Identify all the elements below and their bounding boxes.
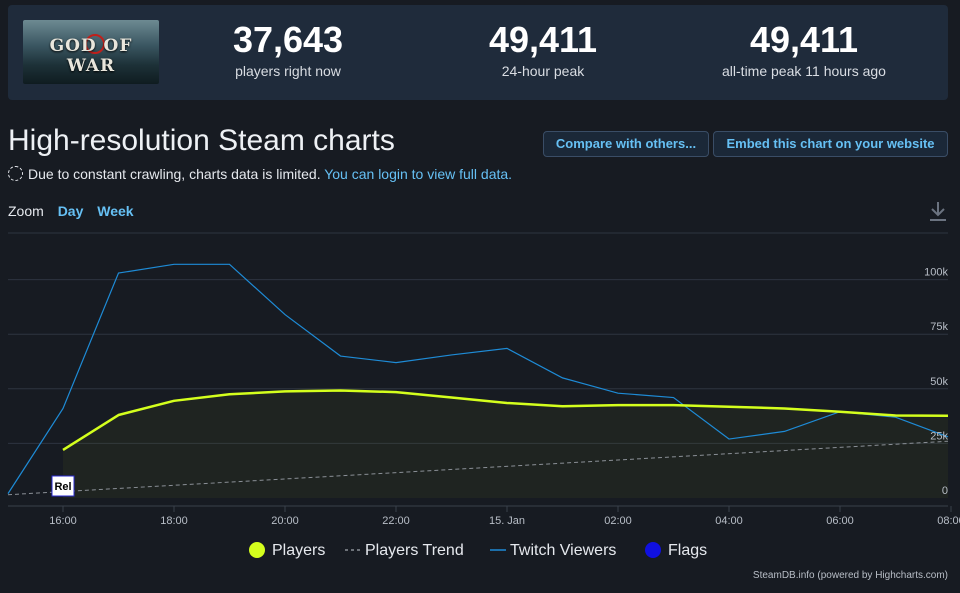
grid: [8, 232, 948, 444]
players-line: [62, 389, 949, 452]
embed-chart-button[interactable]: Embed this chart on your website: [713, 131, 948, 157]
stat-players-now: 37,643 players right now: [178, 19, 398, 79]
stat-label: all-time peak 11 hours ago: [722, 63, 886, 79]
legend-symbol-icon: [249, 542, 265, 558]
y-tick-label: 50k: [930, 376, 948, 388]
legend-symbol-icon: [645, 542, 661, 558]
logo-omega-ring: [85, 34, 105, 54]
x-tick-label: 08:00: [937, 515, 960, 527]
stat-label: 24-hour peak: [501, 63, 585, 79]
y-tick-label: 75k: [930, 321, 948, 333]
stat-label: players right now: [235, 63, 341, 79]
x-tick-label: 15. Jan: [489, 515, 525, 527]
chart-credits[interactable]: SteamDB.info (powered by Highcharts.com): [752, 570, 948, 581]
x-tick-label: 04:00: [715, 515, 743, 527]
player-count-chart: Rel 0 25k 50k 75k 100k 16:00 18:00 20:00 22:00 15…: [7, 232, 960, 559]
notice-text: Due to constant crawling, charts data is…: [28, 166, 321, 182]
stat-24h-peak: 49,411 24-hour peak: [433, 19, 653, 79]
players-area-fill: [63, 390, 948, 498]
game-logo-text: GOD OF WAR: [49, 36, 133, 76]
zoom-day-button[interactable]: Day: [57, 203, 84, 219]
players-trend-line: [7, 440, 949, 496]
x-tick-label: 16:00: [49, 515, 77, 527]
download-icon[interactable]: [928, 200, 948, 222]
stat-value: 49,411: [749, 19, 859, 60]
axes: 0 25k 50k 75k 100k 16:00 18:00 20:00 22:00 15. Ja…: [8, 267, 960, 527]
zoom-controls: Zoom Day Week: [8, 203, 134, 219]
flag-marker: [51, 475, 75, 497]
loading-spinner-icon: [8, 166, 23, 181]
legend-item-label[interactable]: Players Trend: [365, 542, 464, 559]
flag-label: Rel: [54, 481, 71, 493]
zoom-label: Zoom: [8, 203, 44, 219]
legend: Players Players Trend Twitch Viewers Flags: [249, 542, 707, 559]
y-tick-label: 0: [942, 485, 948, 497]
x-tick-label: 06:00: [826, 515, 854, 527]
flags: Rel: [51, 475, 75, 497]
x-tick-label: 18:00: [160, 515, 188, 527]
zoom-week-button[interactable]: Week: [97, 203, 134, 219]
x-tick-label: 02:00: [604, 515, 632, 527]
twitch-viewers-line: [7, 263, 949, 494]
players-area: [63, 390, 948, 498]
stat-value: 49,411: [488, 19, 598, 60]
page-title: High-resolution Steam charts: [8, 124, 395, 157]
game-logo[interactable]: GOD OF WAR: [23, 20, 159, 84]
legend-item-label[interactable]: Players: [272, 542, 325, 559]
series: [7, 263, 949, 496]
y-tick-label: 25k: [930, 430, 948, 442]
stat-all-time-peak: 49,411 all-time peak 11 hours ago: [694, 19, 914, 79]
stat-value: 37,643: [232, 19, 344, 60]
legend-item-label[interactable]: Twitch Viewers: [510, 542, 616, 559]
legend-item-label[interactable]: Flags: [668, 542, 707, 559]
x-tick-label: 20:00: [271, 515, 299, 527]
x-tick-label: 22:00: [382, 515, 410, 527]
compare-button[interactable]: Compare with others...: [543, 131, 709, 157]
login-link[interactable]: You can login to view full data.: [324, 166, 513, 182]
stats-bar: GOD OF WAR 37,643 players right now 49,4…: [8, 5, 948, 100]
data-limit-notice: Due to constant crawling, charts data is…: [8, 166, 512, 182]
y-tick-label: 100k: [924, 267, 948, 279]
